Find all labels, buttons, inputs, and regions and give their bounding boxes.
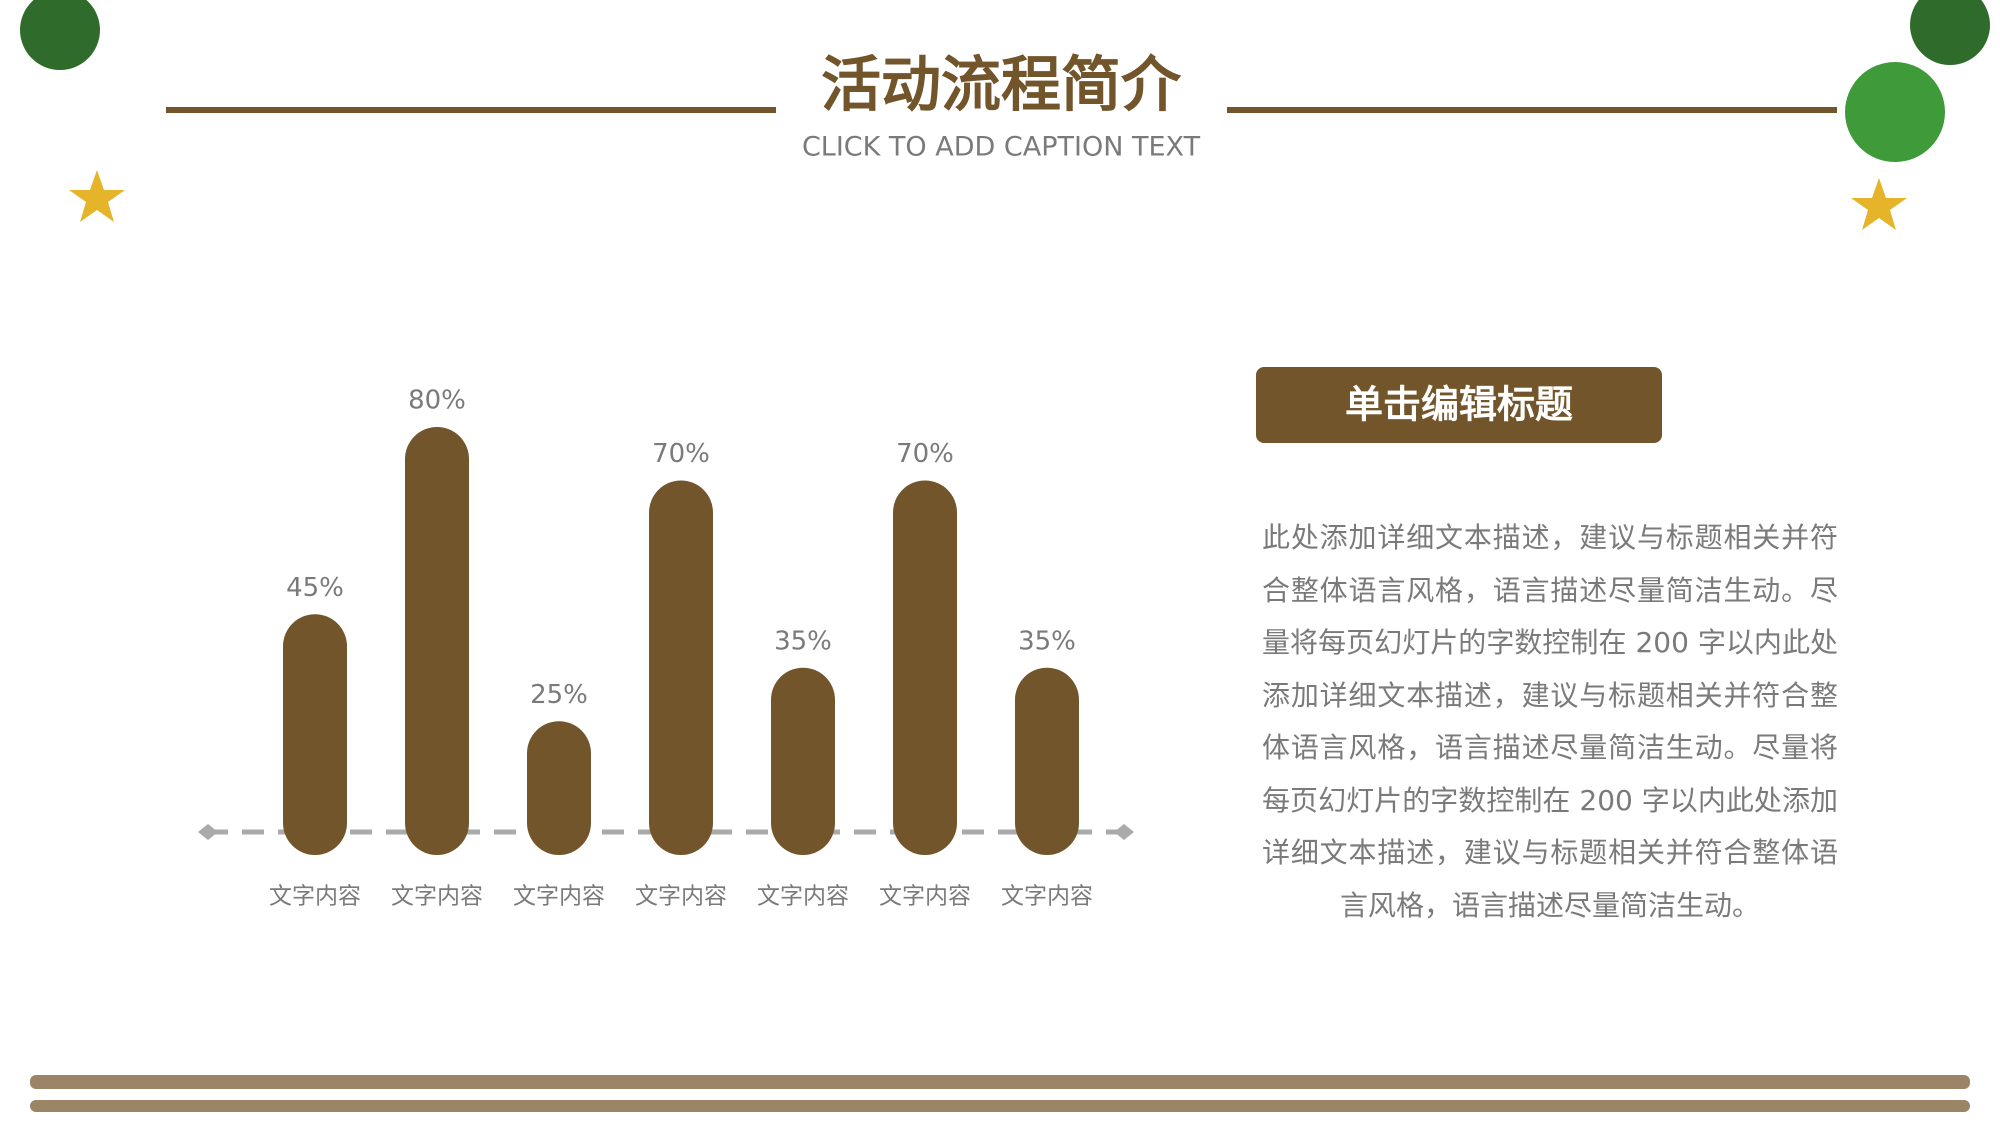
fence — [30, 1075, 1970, 1112]
star-ornament — [1851, 178, 1907, 230]
bar — [283, 614, 347, 855]
bar — [527, 721, 591, 855]
value-label: 35% — [1018, 626, 1076, 656]
value-label: 25% — [530, 680, 588, 710]
value-label: 80% — [408, 386, 466, 416]
bauble — [1845, 62, 1945, 162]
value-label: 70% — [896, 439, 954, 469]
holly — [1910, 0, 1990, 65]
x-tick-label: 文字内容 — [757, 884, 849, 910]
title: 活动流程简介 — [821, 51, 1182, 121]
value-label: 70% — [652, 439, 710, 469]
panel-header — [1256, 367, 1662, 443]
bar — [771, 667, 835, 855]
x-tick-label: 文字内容 — [1001, 884, 1093, 910]
star-ornament — [69, 170, 125, 222]
panel-title: 单击编辑标题 — [1345, 383, 1573, 427]
bar — [893, 480, 957, 855]
x-tick-label: 文字内容 — [513, 884, 605, 910]
x-tick-label: 文字内容 — [879, 884, 971, 910]
x-tick-label: 文字内容 — [269, 884, 361, 910]
x-tick-label: 文字内容 — [635, 884, 727, 910]
holly — [20, 0, 100, 70]
panel-body: 此处添加详细文本描述，建议与标题相关并符合整体语言风格，语言描述尽量简洁生动。尽… — [1262, 521, 1838, 922]
caption: CLICK TO ADD CAPTION TEXT — [802, 132, 1201, 163]
bar — [649, 480, 713, 855]
value-label: 35% — [774, 626, 832, 656]
bar — [1015, 667, 1079, 855]
baseline-end — [198, 824, 218, 840]
bar — [405, 427, 469, 855]
x-tick-label: 文字内容 — [391, 884, 483, 910]
value-label: 45% — [286, 573, 344, 603]
baseline-end — [1114, 824, 1134, 840]
